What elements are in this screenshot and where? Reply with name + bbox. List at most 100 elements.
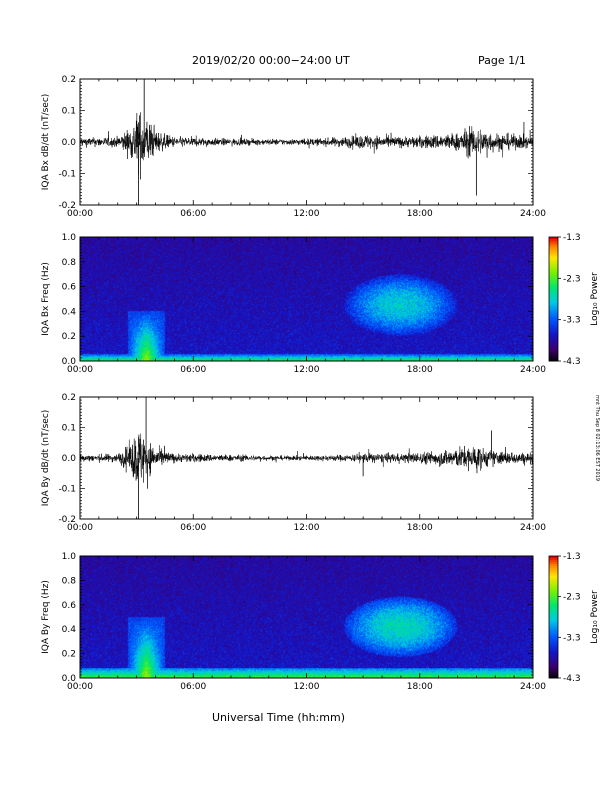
colorbar-swatch bbox=[549, 596, 558, 600]
colorbar-swatch bbox=[549, 268, 558, 271]
y-tick-label: -0.2 bbox=[58, 515, 76, 525]
y-tick-label: -0.1 bbox=[58, 170, 76, 180]
y-tick-label: 0.2 bbox=[62, 332, 76, 342]
colorbar-swatch bbox=[549, 323, 558, 327]
y-axis-label: IQA By Freq (Hz) bbox=[41, 580, 51, 654]
x-axis-title: Universal Time (hh:mm) bbox=[212, 711, 345, 724]
colorbar-swatch bbox=[549, 665, 558, 669]
colorbar-swatch bbox=[549, 673, 558, 677]
colorbar-swatch bbox=[549, 284, 558, 288]
x-tick-label: 24:00 bbox=[520, 682, 546, 692]
colorbar-swatch bbox=[549, 309, 558, 312]
y-tick-label: 1.0 bbox=[62, 552, 77, 562]
colorbar-swatch bbox=[549, 249, 558, 252]
y-tick-label: 0.0 bbox=[62, 138, 77, 148]
colorbar-swatch bbox=[549, 562, 558, 565]
x-tick-label: 18:00 bbox=[407, 523, 433, 533]
x-tick-label: 06:00 bbox=[180, 365, 206, 375]
colorbar-swatch bbox=[549, 580, 558, 583]
colorbar-swatch bbox=[549, 265, 558, 269]
panel-1-axes: 00:00 06:00 12:00 18:00 24:00 -0.2 -0.1 0.0 0.1 0… bbox=[41, 75, 546, 219]
colorbar-swatch bbox=[549, 558, 558, 561]
y-axis-label: IQA By dB/dt (nT/sec) bbox=[41, 410, 51, 507]
colorbar: -1.3 -2.3 -3.3 -4.3 Log₁₀ Power bbox=[548, 552, 600, 684]
x-tick-label: 18:00 bbox=[407, 209, 433, 219]
colorbar-tick-label: -1.3 bbox=[563, 233, 581, 243]
colorbar-swatch bbox=[549, 251, 558, 255]
x-tick-label: 24:00 bbox=[520, 365, 546, 375]
colorbar-swatch bbox=[549, 586, 558, 590]
colorbar-swatch bbox=[549, 560, 558, 563]
colorbar-swatch bbox=[549, 625, 558, 628]
colorbar-swatch bbox=[549, 568, 558, 571]
spectrogram-4 bbox=[80, 556, 533, 678]
colorbar-frame bbox=[548, 236, 559, 362]
colorbar-swatch bbox=[549, 294, 558, 298]
colorbar-swatch bbox=[549, 243, 558, 246]
colorbar-swatch bbox=[549, 639, 558, 642]
colorbar-swatch bbox=[549, 645, 558, 648]
colorbar-label: Log₁₀ Power bbox=[590, 272, 600, 326]
colorbar-swatch bbox=[549, 633, 558, 636]
x-tick-label: 06:00 bbox=[180, 682, 206, 692]
page-number: Page 1/1 bbox=[478, 54, 526, 67]
x-tick-label: 12:00 bbox=[294, 523, 320, 533]
colorbar-swatch bbox=[549, 239, 558, 242]
colorbar-swatch bbox=[549, 274, 558, 277]
panel-2-axes: 00:00 06:00 12:00 18:00 24:00 0.0 0.2 0.4 0.6 0.8… bbox=[41, 233, 546, 375]
colorbar-swatch bbox=[549, 635, 558, 638]
colorbar-swatch bbox=[549, 556, 558, 559]
colorbar-swatch bbox=[549, 336, 558, 339]
y-tick-label: 0.2 bbox=[62, 393, 76, 403]
colorbar-swatch bbox=[549, 637, 558, 640]
colorbar-swatch bbox=[549, 582, 558, 585]
colorbar-swatch bbox=[549, 237, 558, 240]
colorbar-swatch bbox=[549, 330, 558, 333]
colorbar-swatch bbox=[549, 356, 558, 360]
y-tick-label: 0.4 bbox=[62, 625, 77, 635]
colorbar-swatch bbox=[549, 255, 558, 259]
x-tick-label: 06:00 bbox=[180, 209, 206, 219]
y-tick-label: 0.1 bbox=[62, 424, 76, 434]
colorbar-swatch bbox=[549, 578, 558, 581]
x-tick-label: 24:00 bbox=[520, 209, 546, 219]
x-tick-label: 00:00 bbox=[67, 365, 93, 375]
panel-3-axes: 00:00 06:00 12:00 18:00 24:00 -0.2 -0.1 0.0 0.1 0… bbox=[41, 393, 546, 533]
colorbar-swatch bbox=[549, 303, 558, 306]
colorbar-swatch bbox=[549, 307, 558, 310]
x-tick-label: 06:00 bbox=[180, 523, 206, 533]
colorbar-swatch bbox=[549, 282, 558, 286]
colorbar-swatch bbox=[549, 296, 558, 300]
y-tick-label: 0.2 bbox=[62, 75, 76, 85]
colorbar-swatch bbox=[549, 606, 558, 610]
colorbar-swatch bbox=[549, 576, 558, 579]
colorbar-swatch bbox=[549, 566, 558, 569]
y-tick-label: -0.1 bbox=[58, 485, 76, 495]
colorbar-swatch bbox=[549, 253, 558, 257]
colorbar-swatch bbox=[549, 270, 558, 273]
page-title: 2019/02/20 00:00−24:00 UT bbox=[192, 54, 350, 67]
colorbar-swatch bbox=[549, 614, 558, 618]
x-tick-label: 18:00 bbox=[407, 365, 433, 375]
colorbar-tick-label: -2.3 bbox=[563, 593, 581, 603]
colorbar-swatch bbox=[549, 629, 558, 632]
y-tick-label: 0.8 bbox=[62, 576, 77, 586]
colorbar-swatch bbox=[549, 623, 558, 626]
colorbar-swatch bbox=[549, 631, 558, 634]
colorbar-swatch bbox=[549, 621, 558, 624]
y-tick-label: 0.1 bbox=[62, 107, 76, 117]
colorbar-swatch bbox=[549, 600, 558, 604]
colorbar-swatch bbox=[549, 649, 558, 653]
colorbar-tick-label: -1.3 bbox=[563, 552, 581, 562]
y-tick-label: 0.0 bbox=[62, 357, 77, 367]
colorbar-frame bbox=[548, 555, 559, 679]
colorbar-swatch bbox=[549, 663, 558, 667]
colorbar-label: Log₁₀ Power bbox=[590, 590, 600, 644]
colorbar-tick-label: -4.3 bbox=[563, 357, 581, 367]
colorbar-swatch bbox=[549, 332, 558, 335]
colorbar-swatch bbox=[549, 570, 558, 573]
colorbar-swatch bbox=[549, 352, 558, 356]
y-axis-label: IQA Bx dB/dt (nT/sec) bbox=[41, 94, 51, 191]
colorbar-swatch bbox=[549, 334, 558, 337]
x-tick-label: 00:00 bbox=[67, 209, 93, 219]
